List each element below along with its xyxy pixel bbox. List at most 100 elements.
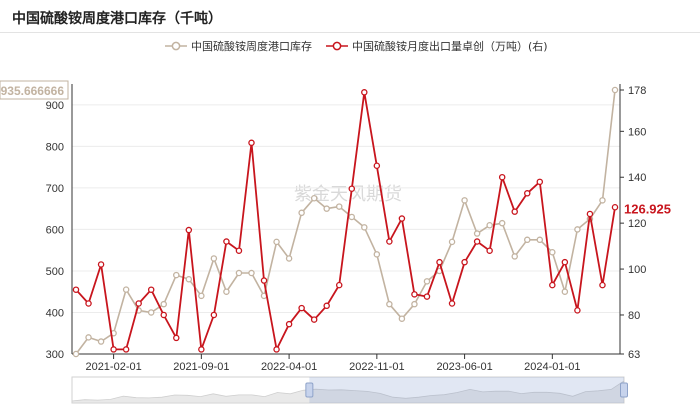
legend-label-export: 中国硫酸铵月度出口量卓创（万吨）(右) [352,40,548,53]
export-point[interactable] [473,238,481,245]
series-end-value-label: 126.925 [624,201,671,216]
inventory-point[interactable] [398,315,406,322]
export-point[interactable] [210,311,218,319]
export-point[interactable] [611,204,619,211]
inventory-point[interactable] [386,300,393,308]
export-point[interactable] [72,286,80,293]
export-point[interactable] [273,346,280,353]
datazoom-slider[interactable] [71,376,628,404]
inventory-point[interactable] [373,251,381,258]
export-point[interactable] [386,238,393,245]
inventory-point[interactable] [361,224,368,231]
export-point[interactable] [348,185,356,192]
export-point[interactable] [361,89,368,96]
inventory-point[interactable] [348,213,356,221]
datazoom-handle-end[interactable] [620,382,628,398]
export-point[interactable] [486,247,493,254]
inventory-point[interactable] [235,269,243,277]
inventory-point[interactable] [273,238,280,246]
export-point[interactable] [423,293,431,300]
export-point[interactable] [411,291,418,298]
inventory-point[interactable] [210,255,218,262]
export-point[interactable] [498,173,506,181]
export-point[interactable] [298,304,305,312]
axis-labels: 300 400 500 600 700 800 900 63 80 100 120 140 160 178… [0,80,671,373]
inventory-point[interactable] [411,300,418,308]
watermark: 紫金天风期货 [294,184,402,205]
inventory-point[interactable] [574,226,581,233]
inventory-point[interactable] [611,86,619,94]
inventory-point[interactable] [536,236,544,244]
x-tick-label: 2022-04-01 [261,361,317,373]
inventory-point[interactable] [423,278,431,285]
inventory-point[interactable] [160,300,167,308]
left-tick-label: 300 [46,349,64,361]
export-point[interactable] [85,300,92,307]
export-point[interactable] [260,277,268,284]
inventory-point[interactable] [461,197,468,204]
export-point[interactable] [448,300,456,307]
inventory-point[interactable] [549,248,556,256]
export-point[interactable] [135,300,142,307]
export-point[interactable] [310,316,318,323]
left-tick-label: 400 [46,307,64,319]
inventory-point[interactable] [524,236,531,244]
inventory-point[interactable] [173,271,180,279]
export-point[interactable] [574,307,581,314]
left-axis-max-label-box [0,80,69,100]
inventory-point[interactable] [561,288,569,295]
export-point[interactable] [436,258,443,266]
export-point[interactable] [599,281,606,289]
inventory-point[interactable] [223,288,230,295]
inventory-point[interactable] [473,230,481,237]
export-point[interactable] [524,190,531,197]
legend-item-export[interactable]: 中国硫酸铵月度出口量卓创（万吨）(右) [326,38,548,54]
right-tick-label: 80 [628,310,640,322]
export-point[interactable] [323,302,330,310]
export-point[interactable] [198,346,205,353]
inventory-point[interactable] [310,195,318,202]
export-point[interactable] [511,208,518,215]
inventory-point[interactable] [285,255,293,262]
legend-item-inventory[interactable]: 中国硫酸铵周度港口库存 [165,38,312,54]
export-point[interactable] [398,215,406,222]
inventory-point[interactable] [248,269,255,277]
datazoom-selected-range[interactable] [309,377,624,403]
inventory-point[interactable] [198,292,205,300]
inventory-point[interactable] [335,203,343,210]
inventory-point[interactable] [323,205,330,212]
export-point[interactable] [110,346,117,353]
chart-title: 中国硫酸铵周度港口库存（千吨） [12,11,222,27]
right-tick-label: 178 [628,85,646,97]
inventory-point[interactable] [85,334,92,341]
inventory-point[interactable] [72,350,80,358]
export-point[interactable] [223,238,230,245]
export-point[interactable] [248,139,255,147]
export-point[interactable] [536,178,544,186]
export-point[interactable] [235,247,243,254]
inventory-point[interactable] [122,286,130,293]
export-point[interactable] [97,261,105,268]
inventory-point[interactable] [448,238,456,246]
export-point[interactable] [373,162,381,170]
export-point[interactable] [160,311,167,319]
inventory-point[interactable] [97,338,105,345]
inventory-point[interactable] [185,275,193,283]
export-point[interactable] [122,346,130,353]
inventory-point[interactable] [298,209,305,217]
inventory-point[interactable] [498,219,506,227]
export-point[interactable] [335,281,343,289]
datazoom-handle-start[interactable] [305,382,314,398]
export-point[interactable] [185,226,193,234]
export-point[interactable] [285,320,293,328]
inventory-point[interactable] [486,222,493,229]
inventory-point[interactable] [511,253,518,260]
export-point[interactable] [561,258,569,266]
export-point[interactable] [461,258,468,266]
export-point[interactable] [549,281,556,289]
inventory-point[interactable] [599,197,606,204]
export-point[interactable] [147,286,155,293]
export-point[interactable] [173,334,180,342]
inventory-point[interactable] [147,309,155,316]
export-point[interactable] [586,210,594,218]
